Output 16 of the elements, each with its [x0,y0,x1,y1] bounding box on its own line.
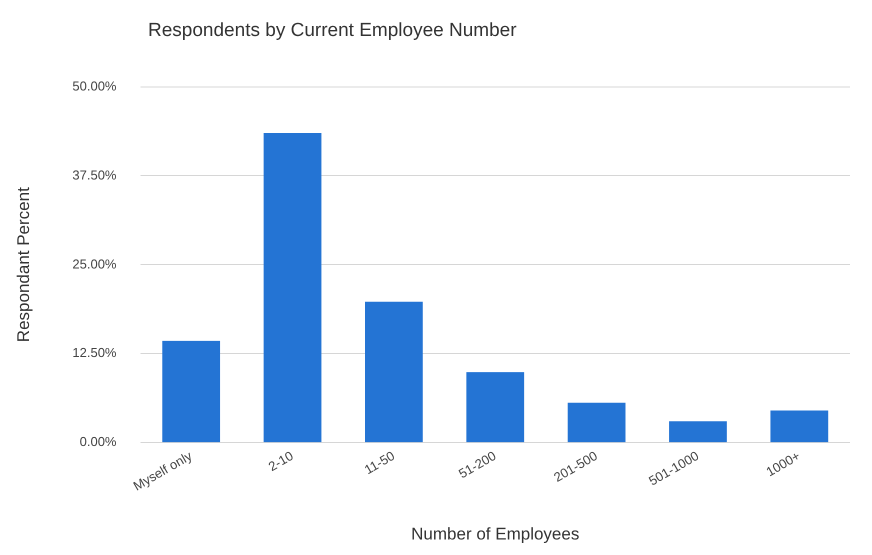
bar [568,402,626,442]
chart-title: Respondents by Current Employee Number [148,20,517,42]
y-tick-label: 12.50% [72,345,117,360]
x-tick-label: 2-10 [266,448,296,474]
y-tick-label: 0.00% [80,434,117,450]
x-axis-title: Number of Employees [411,524,580,544]
y-axis-title: Respondant Percent [14,186,33,342]
bar [770,410,828,442]
bar [669,421,727,442]
y-tick-label: 37.50% [72,167,117,182]
bar [264,133,322,442]
bar [365,302,423,442]
bar [162,340,220,442]
y-tick-label: 25.00% [72,256,117,272]
bar [466,372,524,442]
y-tick-label: 50.00% [72,78,117,94]
